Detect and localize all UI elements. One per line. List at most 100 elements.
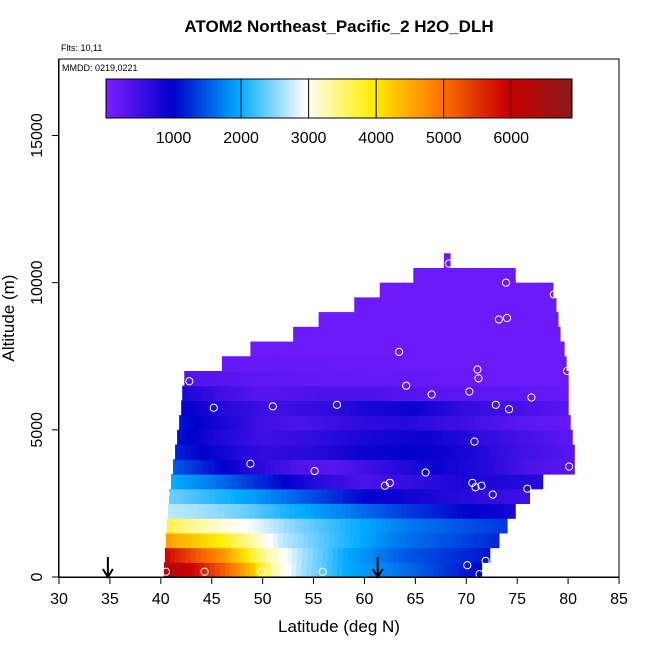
heatmap-cell (270, 488, 277, 505)
heatmap-cell (367, 488, 374, 505)
colorbar-segment (375, 79, 379, 118)
x-tick-label: 45 (203, 591, 221, 608)
heatmap-cell (554, 459, 561, 475)
heatmap-cell (490, 444, 497, 460)
heatmap-cell (496, 282, 503, 298)
heatmap-cell (482, 518, 489, 534)
heatmap-cell (495, 444, 502, 460)
heatmap-cell (534, 459, 541, 475)
heatmap-cell (289, 518, 295, 534)
heatmap-cell (481, 297, 488, 313)
heatmap-cell (308, 400, 315, 416)
heatmap-cell (373, 547, 380, 563)
heatmap-cell (390, 385, 397, 402)
colorbar-segment (168, 79, 172, 118)
heatmap-cell (428, 370, 435, 387)
heatmap-cell (393, 547, 400, 563)
heatmap-cell (303, 400, 310, 416)
heatmap-cell (212, 385, 219, 402)
heatmap-cell (369, 326, 376, 343)
heatmap-cell (416, 385, 423, 402)
heatmap-cell (362, 562, 369, 578)
heatmap-cell (195, 547, 202, 563)
heatmap-cell (291, 370, 297, 387)
heatmap-cell (382, 415, 389, 431)
heatmap-cell (474, 562, 481, 578)
heatmap-cell (188, 459, 194, 475)
observation-point (527, 393, 536, 402)
heatmap-cell (346, 503, 352, 519)
heatmap-cell (187, 518, 193, 534)
heatmap-cell (438, 370, 445, 387)
heatmap-cell (228, 518, 234, 534)
heatmap-cell (491, 282, 498, 298)
heatmap-cell (263, 518, 270, 534)
heatmap-cell (453, 503, 459, 519)
heatmap-cell (430, 473, 437, 490)
heatmap-cell (513, 429, 519, 446)
heatmap-cell (396, 385, 402, 402)
heatmap-cell (205, 444, 212, 460)
colorbar-segment (186, 79, 190, 118)
heatmap-cell (499, 370, 506, 387)
heatmap-cell (549, 459, 556, 475)
heatmap-cell (235, 415, 241, 431)
heatmap-cell (256, 444, 263, 460)
heatmap-cell (296, 341, 302, 357)
heatmap-cell (336, 370, 343, 387)
colorbar-segment (214, 79, 218, 118)
heatmap-cell (522, 297, 528, 313)
heatmap-cell (443, 370, 450, 387)
colorbar-segment (533, 79, 537, 118)
colorbar-segment (320, 79, 324, 118)
heatmap-cell (509, 503, 515, 519)
heatmap-cell (468, 503, 474, 519)
observation-point (421, 468, 430, 477)
heatmap-cell (469, 370, 476, 387)
heatmap-cell (426, 518, 433, 534)
heatmap-cell (486, 400, 493, 416)
heatmap-cell (173, 459, 179, 475)
heatmap-cell (408, 370, 414, 387)
heatmap-cell (389, 297, 396, 313)
colorbar-segment (349, 79, 353, 118)
heatmap-cell (469, 488, 476, 505)
heatmap-cell (333, 473, 340, 490)
heatmap-cell (499, 415, 506, 431)
heatmap-cell (469, 415, 476, 431)
heatmap-cell (313, 532, 320, 549)
y-axis-label: Altitude (m) (0, 275, 18, 362)
heatmap-cell (459, 341, 465, 357)
heatmap-cell (512, 473, 518, 490)
heatmap-cell (473, 459, 480, 475)
heatmap-cell (355, 429, 361, 446)
colorbar-segment (271, 79, 275, 118)
heatmap-cell (270, 562, 277, 578)
heatmap-cell (383, 547, 390, 563)
heatmap-cell (292, 547, 298, 563)
heatmap-cell (240, 562, 246, 578)
heatmap-cell (311, 370, 318, 387)
heatmap-cell (352, 341, 358, 357)
heatmap-cell (266, 444, 273, 460)
heatmap-cell (194, 562, 201, 578)
colorbar-segment (243, 79, 247, 118)
heatmap-cell (433, 415, 440, 431)
heatmap-cell (224, 488, 231, 505)
colorbar-segment (489, 79, 493, 118)
heatmap-cell (275, 488, 282, 505)
heatmap-cell (276, 547, 283, 563)
heatmap-cell (555, 415, 562, 431)
heatmap-cell (403, 488, 409, 505)
heatmap-cell (456, 312, 462, 328)
colorbar-segment (447, 79, 451, 118)
heatmap-cell (448, 341, 455, 357)
heatmap-cell (197, 518, 204, 534)
heatmap-cell (541, 444, 548, 460)
x-axis-label: Latitude (deg N) (278, 617, 400, 636)
heatmap-cell (502, 385, 509, 402)
heatmap-cell (504, 341, 511, 357)
heatmap-cell (240, 488, 246, 505)
heatmap-cell (262, 400, 269, 416)
heatmap-cell (395, 326, 401, 343)
